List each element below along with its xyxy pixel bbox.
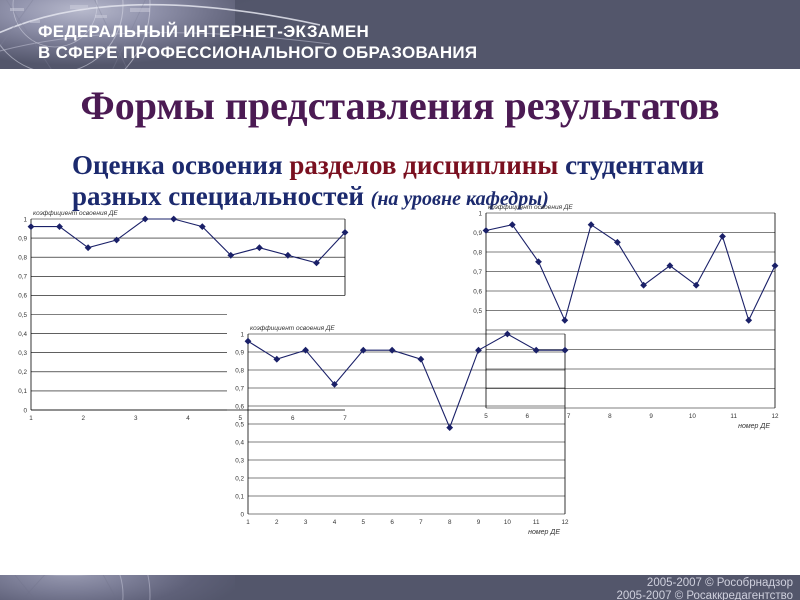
svg-text:0,7: 0,7 xyxy=(235,386,244,393)
svg-text:1: 1 xyxy=(240,332,244,339)
svg-text:0,2: 0,2 xyxy=(18,369,27,376)
svg-text:0,4: 0,4 xyxy=(235,440,244,447)
svg-text:10: 10 xyxy=(504,519,512,526)
svg-text:8: 8 xyxy=(448,519,452,526)
svg-text:0,3: 0,3 xyxy=(235,458,244,465)
svg-text:3: 3 xyxy=(134,415,138,422)
svg-text:9: 9 xyxy=(477,519,481,526)
svg-text:0,9: 0,9 xyxy=(473,230,482,237)
svg-text:2: 2 xyxy=(275,519,279,526)
svg-text:12: 12 xyxy=(771,413,779,420)
svg-text:4: 4 xyxy=(186,415,190,422)
svg-text:0,5: 0,5 xyxy=(235,422,244,429)
svg-text:9: 9 xyxy=(649,413,653,420)
svg-text:номер ДЕ: номер ДЕ xyxy=(528,529,560,536)
svg-text:коэффициент освоения ДЕ: коэффициент освоения ДЕ xyxy=(488,204,573,211)
svg-text:0,5: 0,5 xyxy=(18,312,27,319)
svg-text:0,9: 0,9 xyxy=(235,350,244,357)
svg-text:0,5: 0,5 xyxy=(473,308,482,315)
svg-text:11: 11 xyxy=(730,413,737,420)
svg-text:7: 7 xyxy=(419,519,423,526)
svg-text:7: 7 xyxy=(567,413,571,420)
svg-text:4: 4 xyxy=(333,519,337,526)
svg-text:0,2: 0,2 xyxy=(235,476,244,483)
svg-text:1: 1 xyxy=(478,211,482,218)
svg-text:коэффициент освоения ДЕ: коэффициент освоения ДЕ xyxy=(33,210,118,217)
svg-text:0,6: 0,6 xyxy=(235,404,244,411)
svg-text:6: 6 xyxy=(390,519,394,526)
svg-text:0,8: 0,8 xyxy=(235,368,244,375)
svg-text:0,3: 0,3 xyxy=(18,350,27,357)
svg-text:0,6: 0,6 xyxy=(18,293,27,300)
svg-text:2: 2 xyxy=(82,415,86,422)
svg-text:0,7: 0,7 xyxy=(473,269,482,276)
svg-text:5: 5 xyxy=(362,519,366,526)
svg-text:0: 0 xyxy=(23,407,27,414)
svg-text:12: 12 xyxy=(561,519,569,526)
svg-text:0,1: 0,1 xyxy=(18,388,27,395)
svg-text:0,6: 0,6 xyxy=(473,289,482,296)
svg-text:3: 3 xyxy=(304,519,308,526)
svg-text:0,8: 0,8 xyxy=(18,255,27,262)
svg-text:11: 11 xyxy=(533,519,540,526)
svg-text:номер ДЕ: номер ДЕ xyxy=(738,423,770,430)
svg-text:10: 10 xyxy=(689,413,697,420)
svg-text:1: 1 xyxy=(23,216,27,223)
svg-text:0,8: 0,8 xyxy=(473,250,482,257)
svg-text:0,7: 0,7 xyxy=(18,274,27,281)
svg-text:1: 1 xyxy=(246,519,250,526)
svg-text:0,4: 0,4 xyxy=(18,331,27,338)
svg-text:8: 8 xyxy=(608,413,612,420)
svg-text:0,1: 0,1 xyxy=(235,494,244,501)
svg-text:0,9: 0,9 xyxy=(18,235,27,242)
svg-text:0: 0 xyxy=(240,512,244,519)
svg-text:коэффициент освоения ДЕ: коэффициент освоения ДЕ xyxy=(250,325,335,332)
svg-text:1: 1 xyxy=(29,415,33,422)
